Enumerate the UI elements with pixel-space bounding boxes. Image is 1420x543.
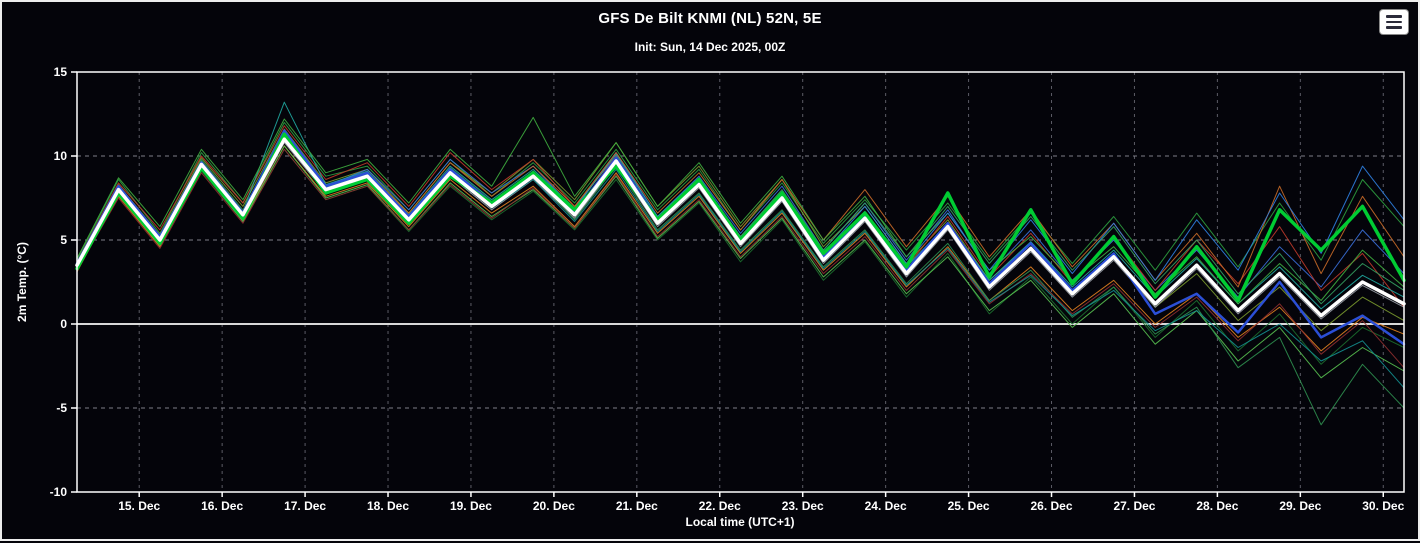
y-axis-title: 2m Temp. (°C) bbox=[15, 242, 29, 322]
x-tick-label: 17. Dec bbox=[284, 499, 326, 513]
x-tick-label: 28. Dec bbox=[1196, 499, 1238, 513]
series-member-08 bbox=[76, 142, 1405, 320]
x-tick-label: 29. Dec bbox=[1279, 499, 1321, 513]
series-layer bbox=[75, 101, 1406, 426]
y-tick-label: -10 bbox=[50, 485, 68, 499]
y-tick-label: 5 bbox=[60, 233, 67, 247]
y-tick-label: -5 bbox=[56, 401, 67, 415]
chart-title: GFS De Bilt KNMI (NL) 52N, 5E bbox=[598, 10, 822, 27]
series-ensemble-mean-white bbox=[75, 137, 1406, 318]
series-member-09 bbox=[76, 145, 1405, 379]
y-tick-label: 0 bbox=[60, 317, 67, 331]
x-tick-label: 18. Dec bbox=[367, 499, 409, 513]
x-tick-label: 21. Dec bbox=[616, 499, 658, 513]
x-tick-label: 22. Dec bbox=[699, 499, 741, 513]
x-tick-label: 30. Dec bbox=[1362, 499, 1404, 513]
chart-context-menu-button[interactable] bbox=[1380, 10, 1408, 34]
grid-layer: 15. Dec 16. Dec 17. Dec 18. Dec 19. Dec 20. D… bbox=[50, 65, 1405, 513]
x-tick-label: 15. Dec bbox=[118, 499, 160, 513]
y-tick-label: 15 bbox=[54, 65, 68, 79]
series-member-03 bbox=[76, 128, 1405, 332]
y-tick-label: 10 bbox=[54, 149, 68, 163]
x-tick-label: 23. Dec bbox=[782, 499, 824, 513]
x-tick-label: 19. Dec bbox=[450, 499, 492, 513]
series-member-12 bbox=[76, 116, 1405, 305]
chart-subtitle: Init: Sun, 14 Dec 2025, 00Z bbox=[634, 40, 786, 54]
x-tick-label: 16. Dec bbox=[201, 499, 243, 513]
x-tick-label: 24. Dec bbox=[865, 499, 907, 513]
series-member-10 bbox=[76, 132, 1405, 426]
x-tick-label: 25. Dec bbox=[948, 499, 990, 513]
x-axis-title: Local time (UTC+1) bbox=[685, 515, 794, 529]
series-member-16 bbox=[76, 138, 1405, 389]
x-tick-label: 27. Dec bbox=[1113, 499, 1155, 513]
series-member-14 bbox=[76, 148, 1405, 369]
x-tick-label: 20. Dec bbox=[533, 499, 575, 513]
x-tick-label: 26. Dec bbox=[1031, 499, 1073, 513]
plot-frame bbox=[76, 71, 1405, 493]
